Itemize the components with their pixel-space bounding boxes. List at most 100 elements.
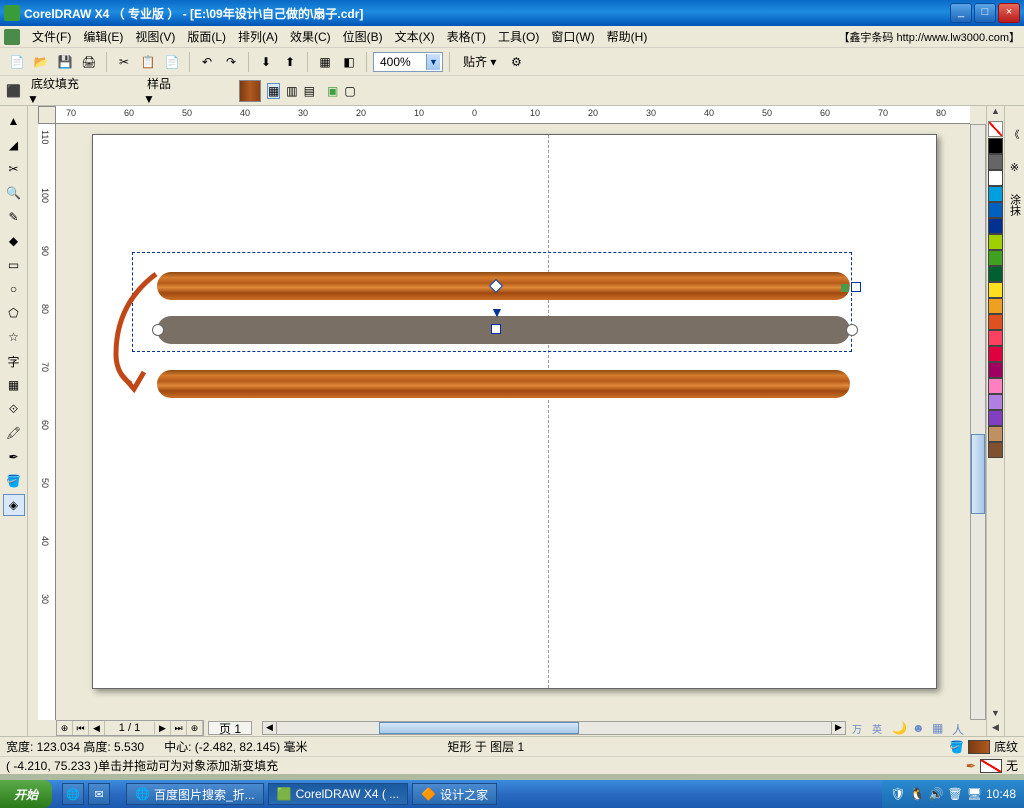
rectangle-tool[interactable]: ▭ [3, 254, 25, 276]
blend-end-node[interactable] [841, 284, 849, 292]
menu-bitmap[interactable]: 位图(B) [337, 26, 389, 47]
fill-indicator-icon[interactable]: 🪣 [949, 740, 964, 754]
color-swatch[interactable] [988, 346, 1003, 362]
texture-options-button[interactable]: ▦ [267, 83, 280, 99]
color-swatch[interactable] [988, 170, 1003, 186]
drawing-page[interactable] [92, 134, 937, 689]
nav-icon-1[interactable]: 万 [852, 721, 870, 735]
welcome-button[interactable]: ◧ [338, 51, 360, 73]
options-button[interactable]: ⚙ [505, 51, 527, 73]
outline-indicator-icon[interactable]: ✒ [966, 759, 976, 773]
palette-down-button[interactable]: ▼ [987, 708, 1004, 722]
color-swatch[interactable] [988, 250, 1003, 266]
color-swatch[interactable] [988, 410, 1003, 426]
redo-button[interactable]: ↷ [220, 51, 242, 73]
no-color-swatch[interactable] [988, 121, 1003, 137]
app-launcher-button[interactable]: ▦ [314, 51, 336, 73]
maximize-button[interactable]: □ [974, 3, 996, 23]
shape-tool[interactable]: ◢ [3, 134, 25, 156]
tray-icon[interactable]: 🐧 [910, 787, 925, 801]
color-swatch[interactable] [988, 330, 1003, 346]
paste-button[interactable]: 📄 [161, 51, 183, 73]
tray-icon[interactable]: 🗑 [948, 787, 963, 801]
selection-handle-right[interactable] [851, 282, 861, 292]
basicshapes-tool[interactable]: ☆ [3, 326, 25, 348]
sample-combo[interactable]: 样品▼ [143, 75, 233, 106]
ruler-origin[interactable] [38, 106, 56, 124]
undo-button[interactable]: ↶ [196, 51, 218, 73]
vertical-scrollbar[interactable] [970, 124, 986, 720]
cut-button[interactable]: ✂ [113, 51, 135, 73]
text-tool[interactable]: 字 [3, 350, 25, 372]
tile-button[interactable]: ▥ [286, 84, 297, 98]
object-docker-tab[interactable]: 涂抹 [1007, 194, 1023, 216]
menu-effects[interactable]: 效果(C) [284, 26, 337, 47]
color-swatch[interactable] [988, 218, 1003, 234]
prev-page-button[interactable]: ◀ [89, 721, 105, 735]
last-page-button[interactable]: ⏭ [171, 721, 187, 735]
interactive-fill-tool[interactable]: ◈ [3, 494, 25, 516]
smartfill-tool[interactable]: ◆ [3, 230, 25, 252]
color-swatch[interactable] [988, 234, 1003, 250]
color-swatch[interactable] [988, 266, 1003, 282]
quick-launch-2[interactable]: ✉ [88, 783, 110, 805]
quick-launch-1[interactable]: 🌐 [62, 783, 84, 805]
snap-button[interactable]: 贴齐 ▾ [456, 51, 503, 73]
apply-button[interactable]: ▢ [344, 84, 355, 98]
color-swatch[interactable] [988, 298, 1003, 314]
palette-up-button[interactable]: ▲ [987, 106, 1004, 120]
fill-type-combo[interactable]: 底纹填充▼ [27, 75, 137, 106]
copy-fill-button[interactable]: ▣ [327, 84, 338, 98]
add-page-after-button[interactable]: ⊕ [187, 721, 203, 735]
color-swatch[interactable] [988, 186, 1003, 202]
color-swatch[interactable] [988, 394, 1003, 410]
menu-edit[interactable]: 编辑(E) [77, 26, 129, 47]
color-swatch[interactable] [988, 426, 1003, 442]
color-swatch[interactable] [988, 282, 1003, 298]
node-right[interactable] [846, 324, 858, 336]
new-button[interactable]: 📄 [6, 51, 28, 73]
outline-swatch[interactable] [980, 759, 1002, 773]
next-page-button[interactable]: ▶ [155, 721, 171, 735]
zoom-combo[interactable]: 400%▼ [373, 52, 443, 72]
color-swatch[interactable] [988, 442, 1003, 458]
print-button[interactable]: 🖨 [78, 51, 100, 73]
grey-bar-middle[interactable] [157, 316, 850, 344]
system-tray[interactable]: 🛡 🐧 🔊 🗑 🖥 10:48 [882, 780, 1024, 808]
tray-icon[interactable]: 🖥 [967, 787, 982, 801]
edit-fill-button[interactable]: ⬛ [6, 84, 21, 98]
color-swatch[interactable] [988, 202, 1003, 218]
nav-icon-3[interactable]: 🌙 [892, 721, 910, 735]
clock[interactable]: 10:48 [986, 787, 1016, 801]
table-tool[interactable]: ▦ [3, 374, 25, 396]
eyedropper-tool[interactable]: 🖍 [3, 422, 25, 444]
blend-tool[interactable]: ⟐ [3, 398, 25, 420]
save-button[interactable]: 💾 [54, 51, 76, 73]
menu-layout[interactable]: 版面(L) [181, 26, 232, 47]
fill-swatch[interactable] [968, 740, 990, 754]
nav-icon-4[interactable]: ☻ [912, 721, 930, 735]
task-item-2[interactable]: 🟩CorelDRAW X4 ( ... [268, 783, 409, 805]
menu-table[interactable]: 表格(T) [441, 26, 492, 47]
fill-tool[interactable]: 🪣 [3, 470, 25, 492]
open-button[interactable]: 📂 [30, 51, 52, 73]
menu-text[interactable]: 文本(X) [389, 26, 441, 47]
minimize-button[interactable]: _ [950, 3, 972, 23]
menu-tools[interactable]: 工具(O) [492, 26, 545, 47]
tray-icon[interactable]: 🔊 [929, 787, 944, 801]
color-swatch[interactable] [988, 378, 1003, 394]
menu-help[interactable]: 帮助(H) [601, 26, 654, 47]
outline-tool[interactable]: ✒ [3, 446, 25, 468]
nav-icon-2[interactable]: 英 [872, 721, 890, 735]
zoom-tool[interactable]: 🔍 [3, 182, 25, 204]
horizontal-scrollbar[interactable]: ◀ ▶ [262, 721, 846, 735]
color-swatch[interactable] [988, 138, 1003, 154]
color-swatch[interactable] [988, 314, 1003, 330]
docker-expand-button[interactable]: 《 [1010, 126, 1020, 141]
hints-docker-tab[interactable]: ※ [1008, 161, 1021, 174]
mirror-button[interactable]: ▤ [304, 84, 315, 98]
nav-icon-5[interactable]: ▦ [932, 721, 950, 735]
wood-bar-top[interactable] [157, 272, 850, 300]
canvas-background[interactable]: ▼ [56, 124, 970, 720]
freehand-tool[interactable]: ✎ [3, 206, 25, 228]
